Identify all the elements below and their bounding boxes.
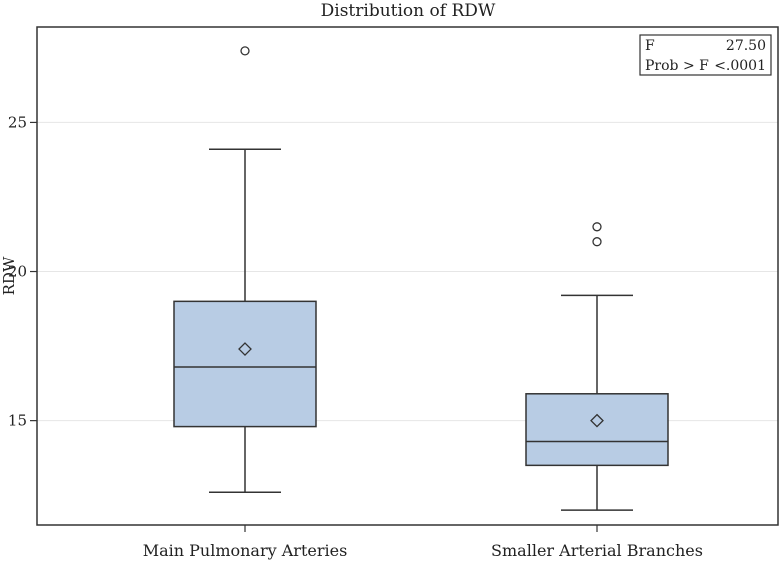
y-tick-label-15: 15 [8, 412, 27, 430]
outlier-point-1 [592, 222, 602, 232]
y-axis-title: RDW [0, 256, 18, 295]
plot-frame [36, 26, 779, 526]
box-group-2 [525, 222, 669, 511]
stats-box-frame [639, 34, 772, 76]
mean-marker [590, 413, 604, 428]
outlier-point-2 [592, 237, 602, 247]
mean-marker [238, 342, 252, 356]
y-tick-label-20: 20 [8, 263, 27, 281]
chart-title: Distribution of RDW [321, 1, 496, 21]
stat-f-label: F [645, 38, 655, 54]
boxes-layer [173, 46, 669, 511]
stat-f-value: 27.50 [726, 38, 766, 54]
x-axis: Main Pulmonary Arteries Smaller Arterial … [143, 525, 703, 560]
x-category-label-2: Smaller Arterial Branches [491, 541, 703, 560]
stat-prob-label: Prob > F [645, 58, 709, 74]
iqr-box [525, 393, 669, 467]
stat-prob-value: <.0001 [714, 58, 766, 74]
outlier-point-1 [240, 46, 250, 56]
stats-box: F 27.50 Prob > F <.0001 [639, 34, 772, 76]
box-group-1 [173, 46, 317, 493]
y-tick-label-25: 25 [8, 113, 27, 131]
x-category-label-1: Main Pulmonary Arteries [143, 541, 348, 560]
iqr-box [173, 300, 317, 428]
grid-layer [37, 121, 778, 422]
y-axis: 15 20 25 [8, 113, 37, 430]
